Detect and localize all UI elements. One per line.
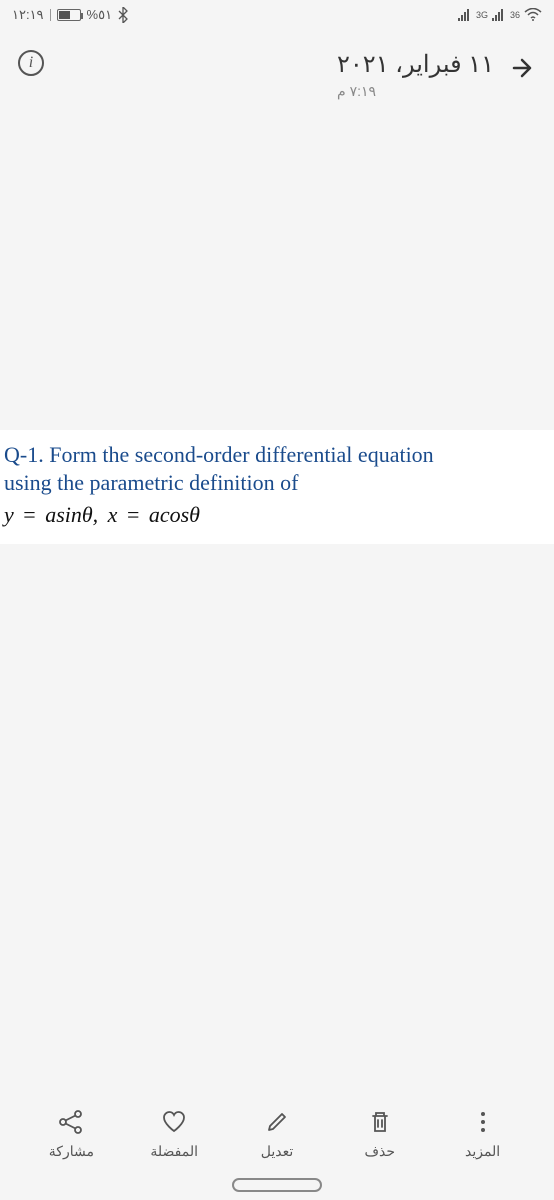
math-asin: asinθ, bbox=[45, 502, 98, 527]
trash-icon bbox=[367, 1109, 393, 1135]
wifi-icon bbox=[524, 8, 542, 22]
info-icon[interactable]: i bbox=[18, 50, 44, 76]
question-line-1: Q-1. Form the second-order differential … bbox=[4, 442, 550, 468]
back-arrow-icon[interactable] bbox=[508, 50, 536, 82]
battery-percent: %٥١ bbox=[87, 7, 113, 23]
signal-bars-2-icon bbox=[458, 9, 472, 21]
share-icon bbox=[58, 1109, 84, 1135]
photo-time: ٧:١٩ م bbox=[337, 83, 494, 100]
more-button[interactable]: المزيد bbox=[443, 1109, 523, 1160]
question-math: y = asinθ, x = acosθ bbox=[4, 502, 550, 528]
math-eq2: = bbox=[127, 502, 139, 527]
favorite-label: المفضلة bbox=[150, 1143, 198, 1160]
edit-button[interactable]: تعديل bbox=[237, 1109, 317, 1160]
question-line-2: using the parametric definition of bbox=[4, 470, 550, 496]
bluetooth-icon bbox=[118, 7, 128, 23]
math-y: y bbox=[4, 502, 14, 527]
delete-label: حذف bbox=[365, 1143, 396, 1160]
delete-button[interactable]: حذف bbox=[340, 1109, 420, 1160]
edit-label: تعديل bbox=[261, 1143, 294, 1160]
heart-icon bbox=[161, 1109, 187, 1135]
more-icon bbox=[470, 1109, 496, 1135]
image-content[interactable]: Q-1. Form the second-order differential … bbox=[0, 430, 554, 544]
status-bar: 36 3G ١٢:١٩ %٥١ bbox=[0, 0, 554, 30]
bottom-toolbar: مشاركة المفضلة تعديل حذف المزيد bbox=[0, 1109, 554, 1160]
math-eq1: = bbox=[23, 502, 35, 527]
signal-text-1: 36 bbox=[510, 10, 520, 20]
favorite-button[interactable]: المفضلة bbox=[134, 1109, 214, 1160]
status-time: ١٢:١٩ bbox=[12, 7, 44, 23]
status-signal-cluster: 36 3G bbox=[458, 8, 542, 22]
math-acos: acosθ bbox=[149, 502, 200, 527]
math-x: x bbox=[108, 502, 118, 527]
photo-date: ١١ فبراير، ٢٠٢١ bbox=[337, 50, 494, 79]
signal-bars-1-icon bbox=[492, 9, 506, 21]
battery-icon bbox=[57, 9, 81, 21]
signal-text-2: 3G bbox=[476, 10, 488, 20]
share-button[interactable]: مشاركة bbox=[31, 1109, 111, 1160]
status-left-cluster: ١٢:١٩ %٥١ bbox=[12, 7, 128, 23]
share-label: مشاركة bbox=[49, 1143, 94, 1160]
more-label: المزيد bbox=[465, 1143, 500, 1160]
header: i ١١ فبراير، ٢٠٢١ ٧:١٩ م bbox=[0, 30, 554, 110]
edit-icon bbox=[264, 1109, 290, 1135]
home-indicator[interactable] bbox=[232, 1178, 322, 1192]
